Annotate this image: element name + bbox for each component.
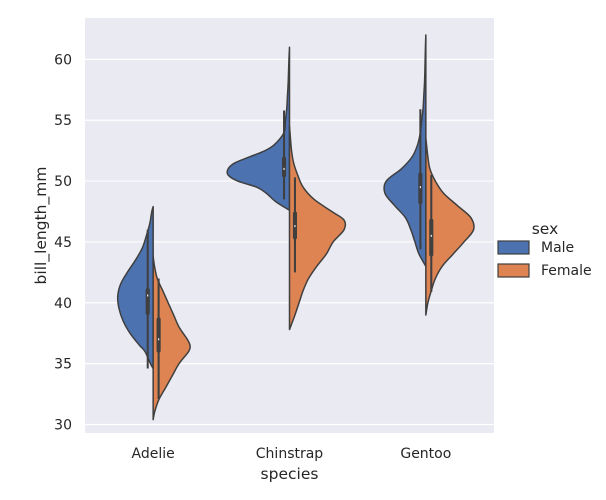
x-tick-label: Adelie [132, 446, 175, 462]
violin-male-gentoo [383, 34, 427, 268]
x-axis-ticks: Adelie Chinstrap Gentoo [132, 446, 452, 462]
y-tick-label: 35 [54, 357, 72, 373]
x-tick-label: Chinstrap [256, 446, 324, 462]
box-female-gentoo [429, 218, 434, 257]
box-male-chinstrap [282, 156, 287, 178]
violin-male-adelie [116, 205, 154, 370]
legend-label-male: Male [541, 240, 574, 256]
box-female-adelie [156, 317, 161, 353]
y-tick-label: 40 [54, 296, 72, 312]
box-male-adelie [145, 288, 150, 315]
legend-swatch-female [497, 263, 530, 278]
y-tick-label: 45 [54, 235, 72, 251]
y-tick-label: 30 [54, 417, 72, 433]
x-axis-label: species [261, 465, 319, 483]
y-tick-label: 55 [54, 113, 72, 129]
legend-label-female: Female [541, 263, 592, 279]
x-tick-label: Gentoo [400, 446, 451, 462]
violin-male-chinstrap [226, 46, 291, 212]
y-axis-ticks: 30 35 40 45 50 55 60 [54, 52, 72, 433]
y-tick-label: 50 [54, 174, 72, 190]
violin-female-gentoo [425, 137, 475, 316]
y-axis-label: bill_length_mm [32, 167, 51, 285]
violin-layer [116, 34, 475, 421]
y-tick-label: 60 [54, 52, 72, 68]
legend-swatch-male [497, 240, 530, 255]
box-male-gentoo [418, 172, 423, 205]
violin-female-chinstrap [288, 125, 347, 331]
legend: sex Male Female [497, 220, 592, 279]
legend-title: sex [532, 220, 559, 238]
